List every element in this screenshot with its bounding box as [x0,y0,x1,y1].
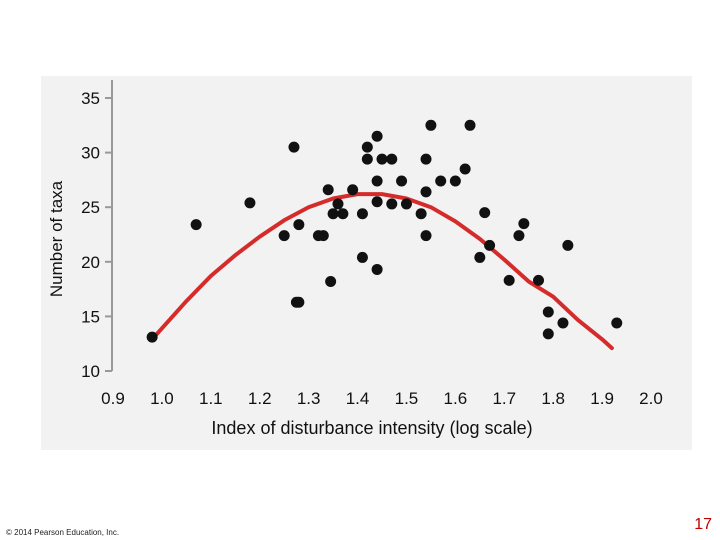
x-axis-ticks: 0.9 1.0 1.1 1.2 1.3 1.4 1.5 1.6 1.7 1.8 1.9 2.0 [101,389,663,408]
data-point [611,317,623,329]
data-point [361,141,373,153]
data-point [449,175,461,187]
data-point [420,230,432,242]
x-axis-label: Index of disturbance intensity (log scal… [211,418,532,438]
fit-curve [150,192,614,351]
data-point [278,230,290,242]
data-point [474,251,486,263]
data-point [386,153,398,165]
data-point [396,175,408,187]
data-point [371,175,383,187]
y-tick-label: 20 [81,253,100,272]
data-point [356,251,368,263]
data-point [356,208,368,220]
x-tick-label: 1.3 [297,389,321,408]
data-point [288,141,300,153]
data-point [533,274,545,286]
data-point [518,218,530,230]
x-tick-label: 1.7 [492,389,516,408]
x-tick-label: 1.1 [199,389,223,408]
data-point [479,207,491,219]
x-tick-label: 1.0 [150,389,174,408]
data-point [386,198,398,210]
data-point [361,153,373,165]
data-point [371,130,383,142]
x-tick-label: 1.9 [590,389,614,408]
data-point [542,328,554,340]
x-tick-label: 1.2 [248,389,272,408]
data-point [190,219,202,231]
y-tick-label: 25 [81,198,100,217]
data-points [146,119,623,343]
y-tick-label: 15 [81,307,100,326]
x-tick-label: 1.4 [346,389,370,408]
x-tick-label: 1.5 [395,389,419,408]
data-point [400,198,412,210]
data-point [459,163,471,175]
x-tick-label: 1.8 [541,389,565,408]
data-point [322,184,334,196]
data-point [347,184,359,196]
copyright-notice: © 2014 Pearson Education, Inc. [6,528,120,537]
x-tick-label: 2.0 [639,389,663,408]
data-point [293,219,305,231]
y-tick-label: 10 [81,362,100,381]
data-point [435,175,447,187]
data-point [317,230,329,242]
data-point [371,263,383,275]
data-point [503,274,515,286]
y-axis-ticks: 10 15 20 25 30 35 [81,89,112,381]
data-point [325,275,337,287]
data-point [332,198,344,210]
data-point [146,331,158,343]
data-point [415,208,427,220]
data-point [371,196,383,208]
data-point [420,186,432,198]
data-point [513,230,525,242]
data-point [425,119,437,131]
data-point [244,197,256,209]
data-point [484,239,496,251]
data-point [337,208,349,220]
plot-panel-background [41,76,692,450]
data-point [562,239,574,251]
y-tick-label: 30 [81,144,100,163]
data-point [376,153,388,165]
y-tick-label: 35 [81,89,100,108]
y-axis-label: Number of taxa [47,180,66,297]
data-point [464,119,476,131]
data-point [420,153,432,165]
data-point [557,317,569,329]
data-point [327,208,339,220]
x-tick-label: 1.6 [444,389,468,408]
data-point [542,306,554,318]
data-point [293,296,305,308]
x-tick-label: 0.9 [101,389,125,408]
slide-number: 17 [694,516,712,533]
